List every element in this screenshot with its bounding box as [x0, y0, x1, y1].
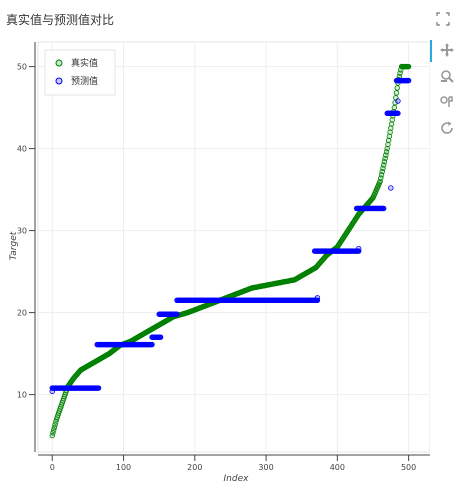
- true-value-point: [384, 145, 390, 152]
- true-value-point: [385, 137, 392, 144]
- true-value-point: [391, 104, 398, 111]
- legend-marker-true: [55, 59, 63, 67]
- predicted-value-point: [356, 245, 362, 252]
- predicted-value-point: [149, 341, 155, 348]
- predicted-value-point: [95, 385, 102, 391]
- y-ticks: 10 20 30 40 50: [17, 63, 35, 400]
- x-tick-label: 400: [330, 463, 345, 472]
- refresh-icon: [441, 121, 453, 134]
- save-icon: [440, 96, 453, 107]
- y-tick-label: 30: [17, 227, 27, 236]
- scatter-plot[interactable]: 0 100 200 300 400 500 10 20 30 40 50 Index Target…: [0, 0, 430, 489]
- predicted-value-point: [157, 334, 164, 340]
- predicted-value-point: [49, 388, 55, 395]
- true-value-point: [386, 133, 393, 139]
- y-tick-label: 10: [17, 391, 27, 400]
- y-tick-label: 40: [17, 145, 27, 154]
- y-axis-title: Target: [9, 231, 19, 260]
- predicted-value-point: [405, 77, 412, 84]
- true-value-point: [385, 141, 391, 148]
- predicted-value-point: [314, 295, 321, 301]
- legend-box: [44, 49, 116, 96]
- x-tick-label: 100: [116, 463, 131, 472]
- x-tick-label: 0: [50, 463, 55, 472]
- x-tick-label: 500: [401, 463, 416, 472]
- active-tool-indicator: [430, 40, 432, 62]
- legend-marker-pred: [55, 77, 63, 85]
- legend: 真实值 预测值: [44, 49, 116, 96]
- predicted-value-point: [388, 185, 394, 191]
- true-value-point: [389, 117, 395, 123]
- axes: [34, 42, 430, 456]
- plot-frame: [37, 41, 430, 453]
- true-value-point: [387, 129, 393, 135]
- box-zoom-tool[interactable]: [436, 66, 458, 86]
- legend-label-pred: 预测值: [71, 75, 98, 87]
- reset-tool[interactable]: [436, 118, 458, 138]
- predicted-value-point: [395, 98, 401, 104]
- save-tool[interactable]: [436, 92, 458, 112]
- true-value-point: [405, 63, 412, 70]
- legend-label-true: 真实值: [71, 57, 98, 69]
- move-arrows-icon: [440, 43, 454, 57]
- plot-toolbar: [430, 40, 458, 144]
- series-predicted-values: [49, 77, 412, 395]
- x-tick-label: 200: [187, 463, 202, 472]
- x-ticks: 0 100 200 300 400 500: [50, 455, 416, 472]
- x-axis-title: Index: [224, 474, 250, 484]
- y-tick-label: 50: [17, 63, 27, 72]
- true-value-point: [393, 90, 400, 96]
- true-value-point: [392, 99, 398, 106]
- true-value-point: [394, 85, 400, 91]
- magnifier-icon: [441, 70, 454, 83]
- predicted-value-point: [174, 311, 180, 317]
- true-value-point: [388, 125, 394, 131]
- pan-tool[interactable]: [436, 40, 458, 60]
- chart-title: 真实值与预测值对比: [6, 13, 115, 27]
- y-tick-label: 20: [17, 309, 27, 318]
- predicted-value-point: [380, 205, 387, 212]
- true-value-point: [388, 121, 395, 127]
- fullscreen-icon[interactable]: [436, 12, 450, 26]
- predicted-value-point: [395, 110, 401, 117]
- x-tick-label: 300: [258, 463, 273, 472]
